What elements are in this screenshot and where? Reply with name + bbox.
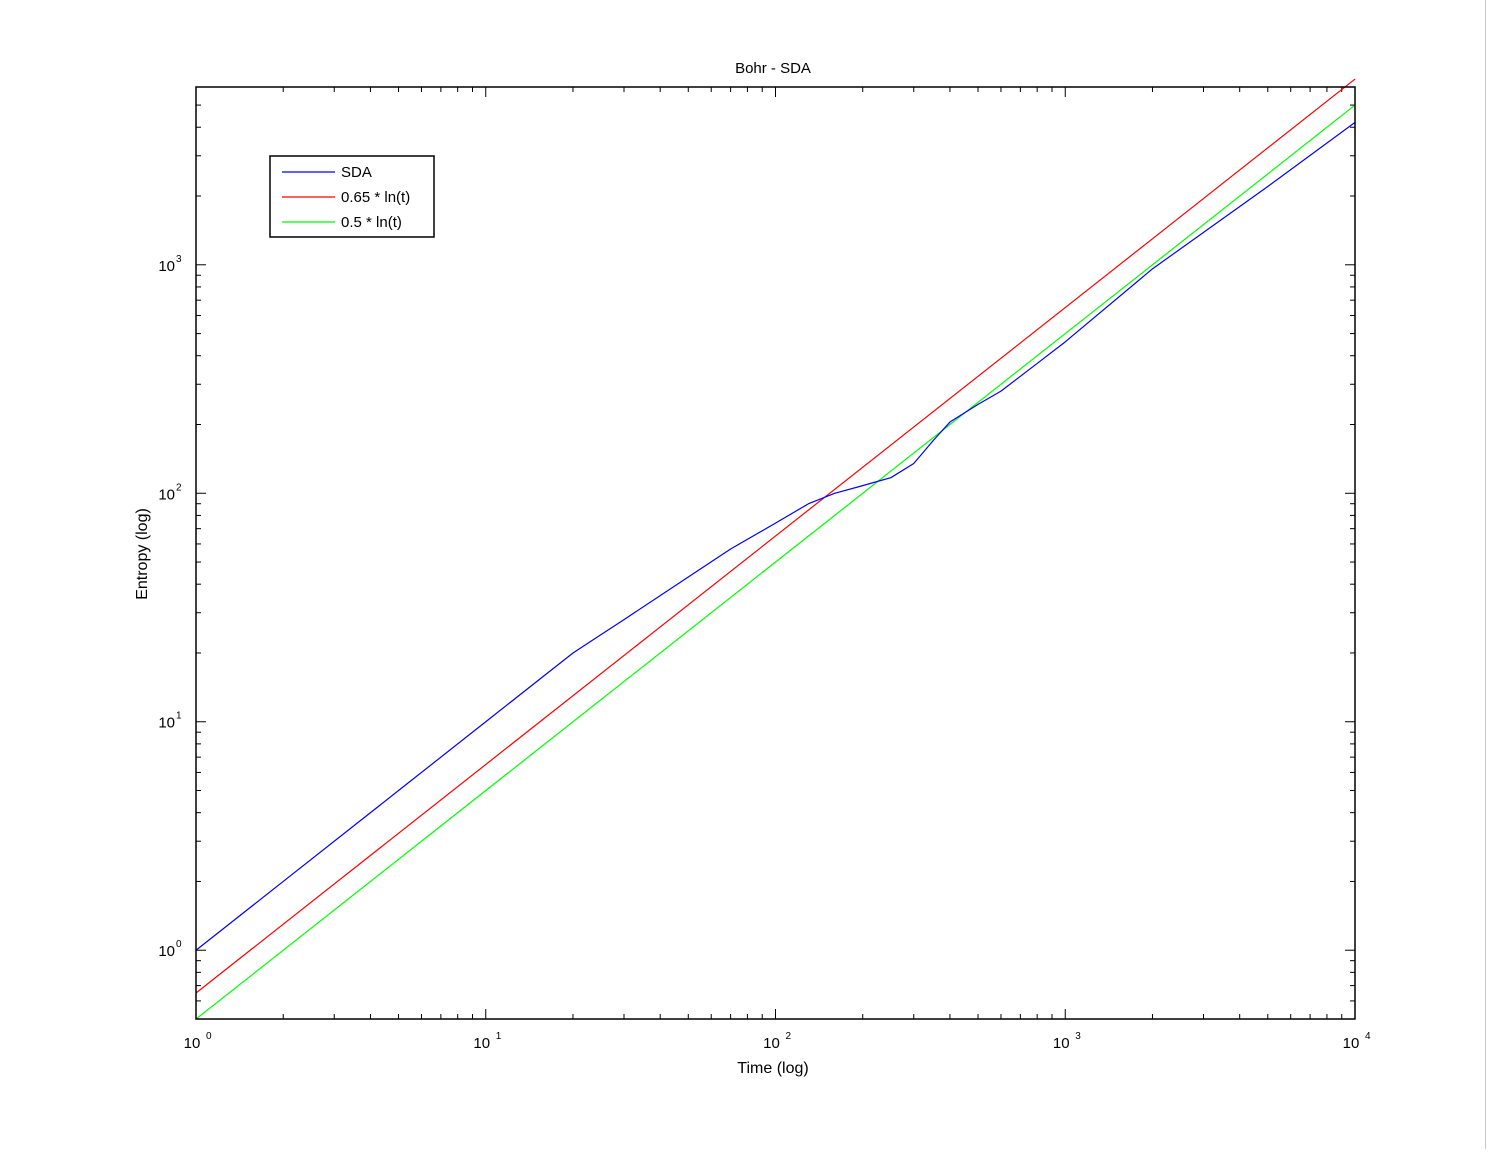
x-tick-label: 10 (184, 1035, 201, 1052)
y-tick-exponent: 2 (176, 482, 182, 493)
x-tick-exponent: 0 (206, 1031, 212, 1042)
legend-label-0: SDA (341, 164, 372, 181)
series-layer (195, 78, 1356, 1020)
legend-label-1: 0.65 * ln(t) (341, 189, 410, 206)
x-axis-label: Time (log) (737, 1060, 808, 1077)
series-line-1 (195, 78, 1356, 994)
x-tick-exponent: 3 (1075, 1031, 1081, 1042)
y-tick-exponent: 0 (176, 939, 182, 950)
x-tick-label: 10 (1343, 1035, 1360, 1052)
x-tick-exponent: 4 (1365, 1031, 1371, 1042)
series-line-0 (195, 121, 1356, 951)
legend: SDA 0.65 * ln(t) 0.5 * ln(t) (269, 155, 435, 238)
x-tick-label: 10 (763, 1035, 780, 1052)
y-tick-label: 10 (158, 715, 175, 732)
chart-title: Bohr - SDA (735, 60, 811, 77)
x-tick-label: 10 (473, 1035, 490, 1052)
x-tick-exponent: 2 (786, 1031, 792, 1042)
y-tick-exponent: 3 (176, 254, 182, 265)
x-tick-label: 10 (1053, 1035, 1070, 1052)
plot-frame (195, 86, 1356, 1020)
series-line-2 (195, 104, 1356, 1020)
y-tick-label: 10 (158, 258, 175, 275)
right-edge-divider (1485, 0, 1486, 1149)
legend-label-2: 0.5 * ln(t) (341, 214, 402, 231)
y-tick-exponent: 1 (176, 711, 182, 722)
y-axis-label: Entropy (log) (134, 508, 151, 600)
y-tick-label: 10 (158, 486, 175, 503)
y-tick-label: 10 (158, 943, 175, 960)
x-tick-exponent: 1 (496, 1031, 502, 1042)
